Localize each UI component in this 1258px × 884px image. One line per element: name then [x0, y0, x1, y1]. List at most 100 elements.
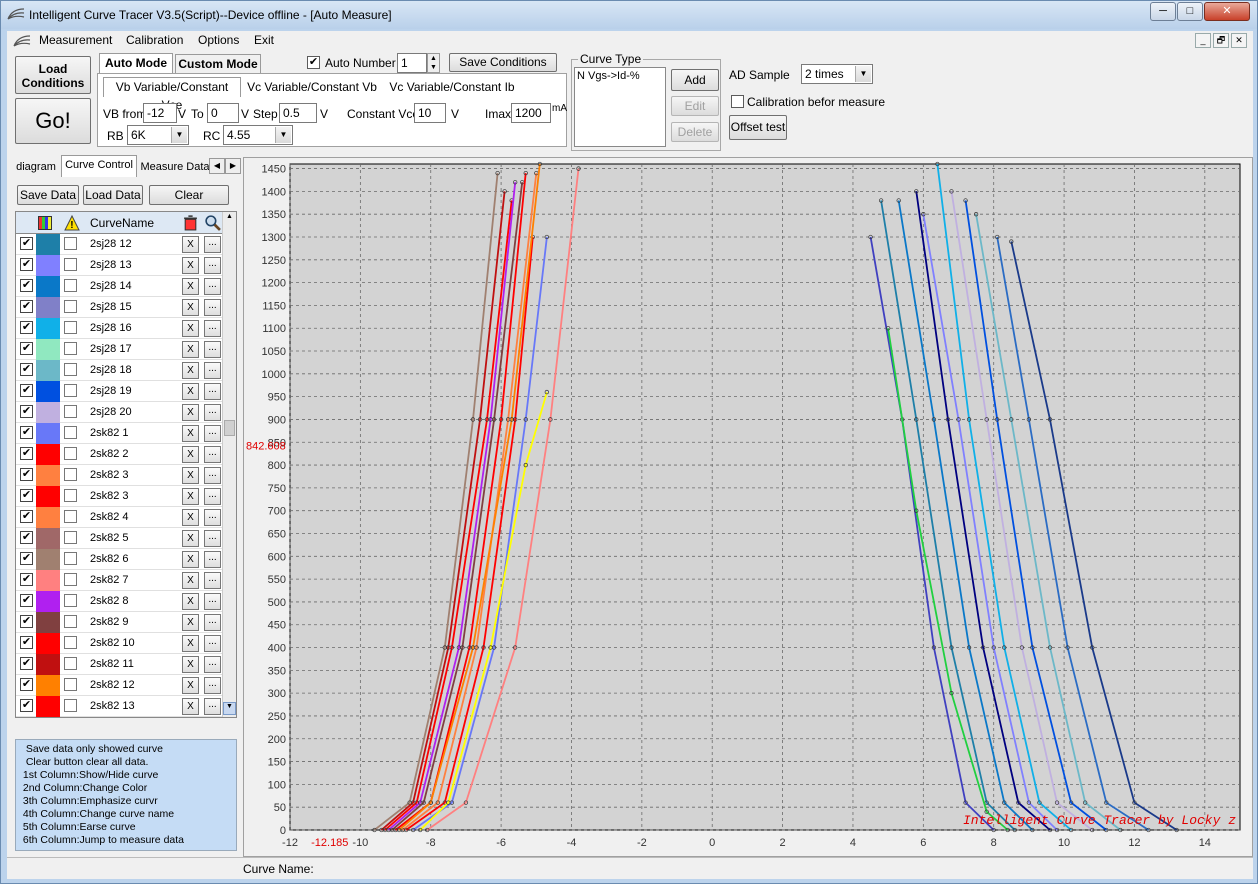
rb-select[interactable]: 6K ▼: [127, 125, 189, 145]
color-swatch[interactable]: [36, 402, 60, 423]
vb-from-input[interactable]: -12: [143, 103, 177, 123]
title-bar[interactable]: Intelligent Curve Tracer V3.5(Script)--D…: [1, 1, 1257, 29]
jump-to-data-button[interactable]: ...: [204, 383, 221, 400]
scroll-up-icon[interactable]: ▲: [226, 213, 233, 220]
show-hide-checkbox[interactable]: ✔: [20, 573, 33, 586]
curve-name-cell[interactable]: 2sk82 7: [90, 574, 129, 586]
curve-name-cell[interactable]: 2sk82 9: [90, 616, 129, 628]
show-hide-checkbox[interactable]: ✔: [20, 615, 33, 628]
emphasize-checkbox[interactable]: [64, 405, 77, 418]
tab-custom-mode[interactable]: Custom Mode: [175, 54, 261, 74]
emphasize-checkbox[interactable]: [64, 279, 77, 292]
curve-type-item[interactable]: N Vgs->Id-%: [577, 70, 640, 82]
curve-name-cell[interactable]: 2sk82 6: [90, 553, 129, 565]
jump-to-data-button[interactable]: ...: [204, 278, 221, 295]
tab-scroll-right-button[interactable]: ▶: [225, 158, 241, 174]
auto-number-input[interactable]: 1: [397, 53, 427, 73]
color-swatch[interactable]: [36, 507, 60, 528]
emphasize-checkbox[interactable]: [64, 300, 77, 313]
erase-curve-button[interactable]: X: [182, 257, 199, 274]
save-data-button[interactable]: Save Data: [17, 185, 79, 205]
erase-curve-button[interactable]: X: [182, 677, 199, 694]
show-hide-checkbox[interactable]: ✔: [20, 342, 33, 355]
menu-options[interactable]: Options: [198, 33, 240, 47]
edit-curve-type-button[interactable]: Edit: [671, 96, 719, 116]
imax-input[interactable]: 1200: [511, 103, 551, 123]
to-input[interactable]: 0: [207, 103, 239, 123]
show-hide-checkbox[interactable]: ✔: [20, 405, 33, 418]
erase-curve-button[interactable]: X: [182, 656, 199, 673]
add-curve-type-button[interactable]: Add: [671, 69, 719, 91]
tab-curve-control[interactable]: Curve Control: [61, 155, 137, 177]
emphasize-checkbox[interactable]: [64, 321, 77, 334]
erase-curve-button[interactable]: X: [182, 446, 199, 463]
jump-to-data-button[interactable]: ...: [204, 299, 221, 316]
constant-vce-input[interactable]: 10: [414, 103, 446, 123]
color-swatch[interactable]: [36, 276, 60, 297]
tab-measure-data[interactable]: Measure Data: [140, 161, 210, 173]
erase-curve-button[interactable]: X: [182, 467, 199, 484]
emphasize-checkbox[interactable]: [64, 678, 77, 691]
color-swatch[interactable]: [36, 570, 60, 591]
emphasize-checkbox[interactable]: [64, 573, 77, 586]
delete-curve-type-button[interactable]: Delete: [671, 122, 719, 142]
jump-to-data-button[interactable]: ...: [204, 341, 221, 358]
show-hide-checkbox[interactable]: ✔: [20, 699, 33, 712]
jump-to-data-button[interactable]: ...: [204, 614, 221, 631]
ad-sample-select[interactable]: 2 times ▼: [801, 64, 873, 84]
calibration-checkbox[interactable]: [731, 95, 744, 108]
erase-curve-button[interactable]: X: [182, 635, 199, 652]
curve-name-cell[interactable]: 2sj28 14: [90, 280, 132, 292]
tab-vc-variable-vb[interactable]: Vc Variable/Constant Vb: [247, 80, 377, 94]
emphasize-checkbox[interactable]: [64, 531, 77, 544]
color-swatch[interactable]: [36, 339, 60, 360]
show-hide-checkbox[interactable]: ✔: [20, 237, 33, 250]
jump-to-data-button[interactable]: ...: [204, 635, 221, 652]
show-hide-checkbox[interactable]: ✔: [20, 552, 33, 565]
grid-scrollbar[interactable]: ▲ ▼: [222, 212, 236, 717]
curve-name-cell[interactable]: 2sk82 13: [90, 700, 135, 712]
color-swatch[interactable]: [36, 360, 60, 381]
jump-to-data-button[interactable]: ...: [204, 551, 221, 568]
jump-to-data-button[interactable]: ...: [204, 320, 221, 337]
tab-vb-variable[interactable]: Vb Variable/Constant Vce: [103, 77, 241, 112]
emphasize-checkbox[interactable]: [64, 237, 77, 250]
curve-name-cell[interactable]: 2sk82 4: [90, 511, 129, 523]
emphasize-checkbox[interactable]: [64, 699, 77, 712]
curve-name-cell[interactable]: 2sj28 13: [90, 259, 132, 271]
jump-to-data-button[interactable]: ...: [204, 593, 221, 610]
jump-to-data-button[interactable]: ...: [204, 698, 221, 715]
show-hide-checkbox[interactable]: ✔: [20, 300, 33, 313]
curve-name-cell[interactable]: 2sj28 15: [90, 301, 132, 313]
curve-plot[interactable]: 0501001502002503003504004505005506006507…: [244, 158, 1252, 856]
emphasize-checkbox[interactable]: [64, 363, 77, 376]
color-swatch[interactable]: [36, 297, 60, 318]
step-input[interactable]: 0.5: [279, 103, 317, 123]
emphasize-checkbox[interactable]: [64, 258, 77, 271]
erase-curve-button[interactable]: X: [182, 425, 199, 442]
show-hide-checkbox[interactable]: ✔: [20, 489, 33, 502]
erase-curve-button[interactable]: X: [182, 278, 199, 295]
curve-name-cell[interactable]: 2sk82 3: [90, 490, 129, 502]
show-hide-checkbox[interactable]: ✔: [20, 510, 33, 523]
jump-to-data-button[interactable]: ...: [204, 404, 221, 421]
mdi-minimize-button[interactable]: _: [1195, 33, 1211, 48]
curve-name-cell[interactable]: 2sj28 18: [90, 364, 132, 376]
erase-curve-button[interactable]: X: [182, 614, 199, 631]
emphasize-checkbox[interactable]: [64, 342, 77, 355]
curve-name-cell[interactable]: 2sk82 8: [90, 595, 129, 607]
erase-curve-button[interactable]: X: [182, 593, 199, 610]
show-hide-checkbox[interactable]: ✔: [20, 426, 33, 439]
rc-select[interactable]: 4.55 ▼: [223, 125, 293, 145]
jump-to-data-button[interactable]: ...: [204, 572, 221, 589]
color-swatch[interactable]: [36, 654, 60, 675]
show-hide-checkbox[interactable]: ✔: [20, 531, 33, 544]
jump-to-data-button[interactable]: ...: [204, 530, 221, 547]
curve-name-cell[interactable]: 2sk82 2: [90, 448, 129, 460]
show-hide-checkbox[interactable]: ✔: [20, 678, 33, 691]
color-swatch[interactable]: [36, 696, 60, 717]
curve-name-cell[interactable]: 2sj28 12: [90, 238, 132, 250]
minimize-button[interactable]: ─: [1150, 2, 1176, 21]
emphasize-checkbox[interactable]: [64, 636, 77, 649]
curve-name-cell[interactable]: 2sj28 19: [90, 385, 132, 397]
